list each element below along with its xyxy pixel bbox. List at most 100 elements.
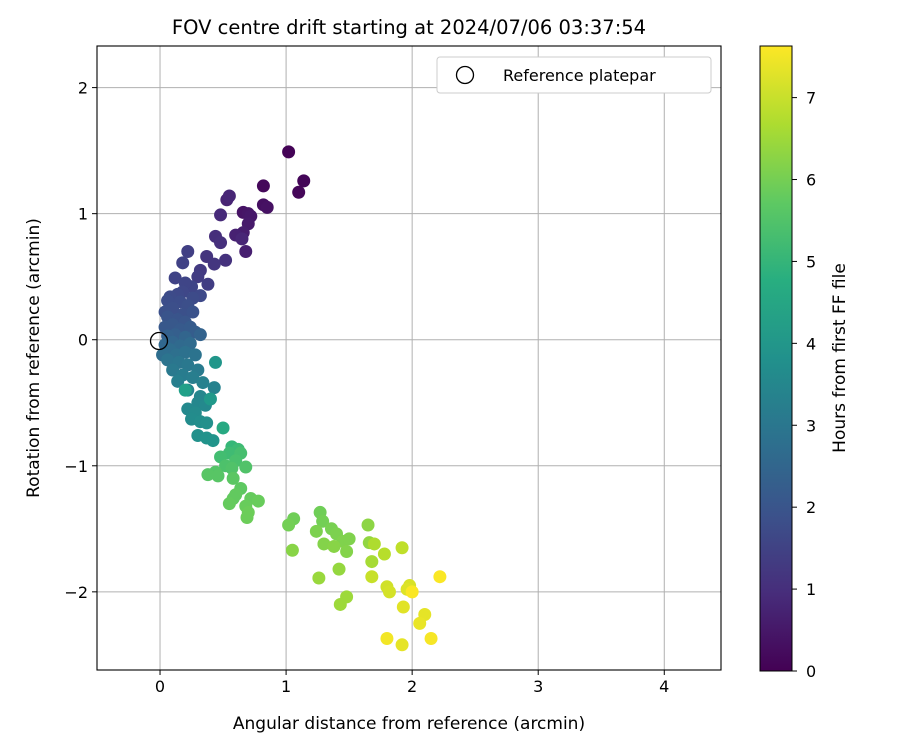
- data-point: [186, 305, 200, 319]
- x-tick-label: 4: [659, 677, 669, 696]
- colorbar-tick-label: 5: [806, 252, 816, 271]
- data-point: [168, 271, 182, 285]
- colorbar-ticks: 0 1 2 3 4 5 6 7: [792, 89, 816, 681]
- data-point: [240, 510, 254, 524]
- data-point: [208, 355, 222, 369]
- data-point: [396, 600, 410, 614]
- data-point: [309, 524, 323, 538]
- x-tick-label: 2: [407, 677, 417, 696]
- data-point: [181, 244, 195, 258]
- data-point: [203, 392, 217, 406]
- colorbar-label: Hours from first FF file: [830, 263, 850, 453]
- data-point: [222, 189, 236, 203]
- data-points: [156, 145, 447, 652]
- data-point: [327, 539, 341, 553]
- data-point: [239, 244, 253, 258]
- data-point: [340, 545, 354, 559]
- plot-frame: [96, 45, 722, 671]
- data-point: [342, 532, 356, 546]
- data-point: [222, 497, 236, 511]
- data-point: [196, 376, 210, 390]
- x-tick-label: 3: [533, 677, 543, 696]
- data-point: [211, 469, 225, 483]
- data-point: [188, 348, 202, 362]
- x-tick-label: 0: [155, 677, 165, 696]
- y-tick-label: −1: [64, 457, 88, 476]
- data-point: [216, 421, 230, 435]
- data-point: [186, 371, 200, 385]
- data-point: [365, 555, 379, 569]
- x-axis-ticks: 0 1 2 3 4: [155, 670, 669, 696]
- data-point: [405, 585, 419, 599]
- data-point: [191, 270, 205, 284]
- data-point: [178, 383, 192, 397]
- y-tick-label: 1: [78, 205, 88, 224]
- data-point: [260, 200, 274, 214]
- data-point: [333, 597, 347, 611]
- colorbar-tick-label: 0: [806, 662, 816, 681]
- chart-title: FOV centre drift starting at 2024/07/06 …: [172, 16, 646, 39]
- data-point: [193, 328, 207, 342]
- data-point: [424, 631, 438, 645]
- data-point: [176, 256, 190, 270]
- x-tick-label: 1: [281, 677, 291, 696]
- data-point: [225, 461, 239, 475]
- data-point: [214, 208, 228, 222]
- y-tick-label: 2: [78, 79, 88, 98]
- data-point: [251, 494, 265, 508]
- data-point: [282, 145, 296, 159]
- data-point: [214, 236, 228, 250]
- colorbar-tick-label: 2: [806, 498, 816, 517]
- data-point: [317, 537, 331, 551]
- data-point: [200, 416, 214, 430]
- data-point: [367, 537, 381, 551]
- data-point: [395, 638, 409, 652]
- colorbar-tick-label: 7: [806, 89, 816, 108]
- data-point: [226, 471, 240, 485]
- colorbar: 0 1 2 3 4 5 6 7 Hours from first FF file: [759, 45, 850, 681]
- legend: Reference platepar: [436, 56, 712, 94]
- data-point: [201, 468, 215, 482]
- data-point: [239, 460, 253, 474]
- data-point: [171, 374, 185, 388]
- x-axis-label: Angular distance from reference (arcmin): [233, 714, 585, 734]
- legend-box: [436, 56, 712, 94]
- data-point: [161, 353, 175, 367]
- data-point: [365, 570, 379, 584]
- data-point: [207, 381, 221, 395]
- data-point: [413, 616, 427, 630]
- y-tick-label: 0: [78, 331, 88, 350]
- legend-marker-icon: [455, 65, 475, 85]
- data-point: [316, 514, 330, 528]
- data-point: [395, 541, 409, 555]
- colorbar-tick-label: 1: [806, 580, 816, 599]
- data-point: [312, 571, 326, 585]
- reference-platepar-marker: [149, 331, 169, 351]
- data-point: [382, 585, 396, 599]
- data-point: [292, 185, 306, 199]
- data-point: [181, 358, 195, 372]
- data-point: [178, 345, 192, 359]
- data-point: [377, 547, 391, 561]
- data-point: [285, 543, 299, 557]
- colorbar-tick-label: 3: [806, 416, 816, 435]
- legend-label: Reference platepar: [503, 66, 656, 85]
- data-point: [361, 518, 375, 532]
- y-axis-label: Rotation from reference (arcmin): [24, 218, 44, 498]
- data-point: [201, 277, 215, 291]
- data-point: [380, 631, 394, 645]
- data-point: [282, 518, 296, 532]
- colorbar-tick-label: 4: [806, 334, 816, 353]
- data-point: [166, 363, 180, 377]
- data-point: [219, 253, 233, 267]
- data-point: [206, 434, 220, 448]
- data-point: [207, 257, 221, 271]
- y-axis-ticks: −2 −1 0 1 2: [64, 79, 97, 602]
- data-point: [297, 174, 311, 188]
- data-point: [235, 232, 249, 246]
- colorbar-tick-label: 6: [806, 171, 816, 190]
- data-point: [332, 562, 346, 576]
- data-point: [433, 570, 447, 584]
- y-tick-label: −2: [64, 583, 88, 602]
